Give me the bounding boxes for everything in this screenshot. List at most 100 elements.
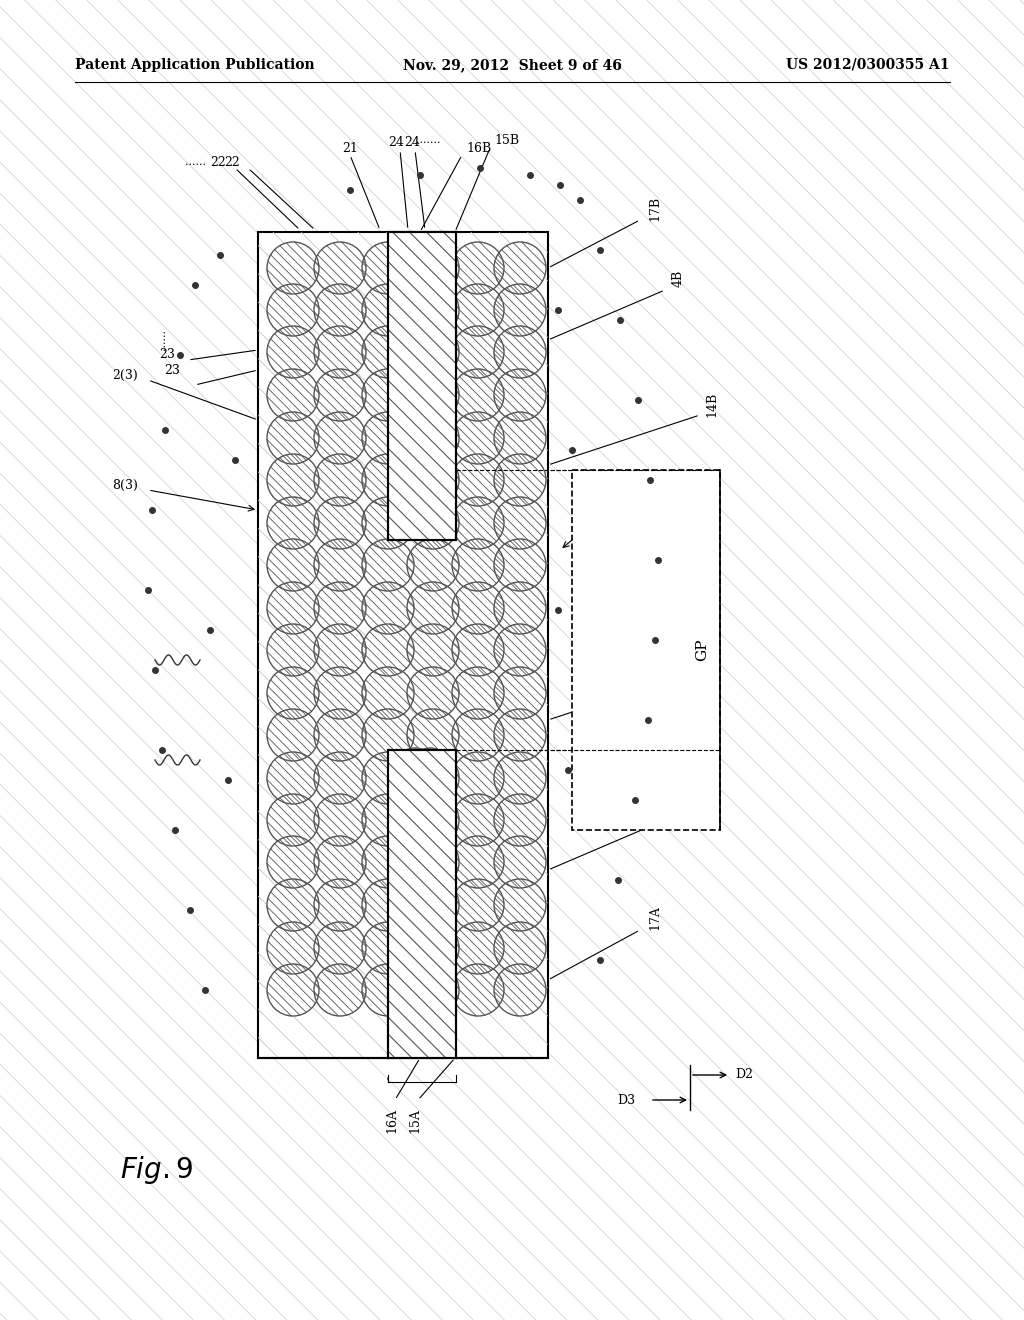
Circle shape bbox=[494, 752, 546, 804]
Text: 22: 22 bbox=[210, 156, 226, 169]
Circle shape bbox=[452, 752, 504, 804]
Circle shape bbox=[362, 498, 414, 549]
Circle shape bbox=[407, 795, 459, 846]
Circle shape bbox=[362, 921, 414, 974]
Circle shape bbox=[314, 921, 366, 974]
Circle shape bbox=[362, 284, 414, 337]
Circle shape bbox=[314, 326, 366, 378]
Circle shape bbox=[314, 667, 366, 719]
Circle shape bbox=[407, 879, 459, 931]
Circle shape bbox=[494, 836, 546, 888]
Circle shape bbox=[393, 927, 437, 970]
Circle shape bbox=[407, 624, 459, 676]
Circle shape bbox=[452, 454, 504, 506]
Circle shape bbox=[494, 454, 546, 506]
Polygon shape bbox=[258, 232, 548, 1059]
Circle shape bbox=[314, 624, 366, 676]
Circle shape bbox=[452, 284, 504, 337]
Text: 16A: 16A bbox=[385, 1107, 398, 1133]
Circle shape bbox=[393, 288, 437, 333]
Circle shape bbox=[407, 709, 459, 762]
Circle shape bbox=[494, 624, 546, 676]
Text: 21: 21 bbox=[342, 141, 358, 154]
Circle shape bbox=[408, 840, 452, 884]
Circle shape bbox=[362, 752, 414, 804]
Circle shape bbox=[267, 836, 319, 888]
Text: 14B: 14B bbox=[705, 391, 718, 417]
Circle shape bbox=[408, 458, 452, 502]
Circle shape bbox=[314, 454, 366, 506]
Polygon shape bbox=[258, 232, 548, 1059]
Circle shape bbox=[267, 326, 319, 378]
Circle shape bbox=[393, 968, 437, 1012]
Circle shape bbox=[452, 539, 504, 591]
Circle shape bbox=[408, 288, 452, 333]
Circle shape bbox=[407, 454, 459, 506]
Circle shape bbox=[452, 370, 504, 421]
Text: 17A: 17A bbox=[648, 906, 662, 931]
Circle shape bbox=[407, 836, 459, 888]
Text: Nov. 29, 2012  Sheet 9 of 46: Nov. 29, 2012 Sheet 9 of 46 bbox=[402, 58, 622, 73]
Circle shape bbox=[267, 454, 319, 506]
Circle shape bbox=[494, 326, 546, 378]
Circle shape bbox=[362, 242, 414, 294]
Circle shape bbox=[452, 921, 504, 974]
Circle shape bbox=[314, 242, 366, 294]
Circle shape bbox=[362, 879, 414, 931]
Circle shape bbox=[494, 879, 546, 931]
Polygon shape bbox=[388, 750, 456, 1059]
Circle shape bbox=[407, 284, 459, 337]
Circle shape bbox=[452, 582, 504, 634]
Circle shape bbox=[407, 412, 459, 465]
Circle shape bbox=[408, 1010, 452, 1053]
Polygon shape bbox=[50, 150, 950, 1150]
Text: 23: 23 bbox=[164, 363, 180, 376]
Circle shape bbox=[362, 454, 414, 506]
Circle shape bbox=[362, 795, 414, 846]
Text: $\mathit{Fig.9}$: $\mathit{Fig.9}$ bbox=[120, 1154, 194, 1185]
Circle shape bbox=[407, 370, 459, 421]
Circle shape bbox=[407, 667, 459, 719]
Text: D2: D2 bbox=[735, 1068, 753, 1081]
Circle shape bbox=[267, 624, 319, 676]
Circle shape bbox=[408, 927, 452, 970]
Circle shape bbox=[452, 242, 504, 294]
Circle shape bbox=[267, 921, 319, 974]
Text: 22: 22 bbox=[224, 156, 240, 169]
Circle shape bbox=[362, 667, 414, 719]
Circle shape bbox=[362, 326, 414, 378]
Text: 8(3): 8(3) bbox=[112, 479, 138, 491]
Circle shape bbox=[267, 582, 319, 634]
Text: 16B: 16B bbox=[466, 141, 492, 154]
Circle shape bbox=[267, 879, 319, 931]
Circle shape bbox=[452, 709, 504, 762]
Circle shape bbox=[408, 799, 452, 842]
Circle shape bbox=[267, 667, 319, 719]
Circle shape bbox=[267, 498, 319, 549]
Circle shape bbox=[494, 709, 546, 762]
Circle shape bbox=[267, 709, 319, 762]
Circle shape bbox=[314, 284, 366, 337]
Circle shape bbox=[314, 964, 366, 1016]
Circle shape bbox=[494, 795, 546, 846]
Circle shape bbox=[407, 326, 459, 378]
Circle shape bbox=[494, 582, 546, 634]
Circle shape bbox=[314, 412, 366, 465]
Circle shape bbox=[314, 370, 366, 421]
Circle shape bbox=[267, 284, 319, 337]
Circle shape bbox=[494, 667, 546, 719]
Circle shape bbox=[362, 709, 414, 762]
Circle shape bbox=[362, 964, 414, 1016]
Text: 4A: 4A bbox=[672, 800, 685, 817]
Text: .......: ....... bbox=[416, 135, 440, 145]
Circle shape bbox=[494, 539, 546, 591]
Text: 24: 24 bbox=[404, 136, 420, 149]
Circle shape bbox=[393, 799, 437, 842]
Circle shape bbox=[393, 374, 437, 417]
Circle shape bbox=[452, 667, 504, 719]
Circle shape bbox=[407, 964, 459, 1016]
Text: 17B: 17B bbox=[648, 195, 662, 220]
Circle shape bbox=[267, 964, 319, 1016]
Circle shape bbox=[393, 246, 437, 290]
Polygon shape bbox=[388, 750, 456, 1059]
